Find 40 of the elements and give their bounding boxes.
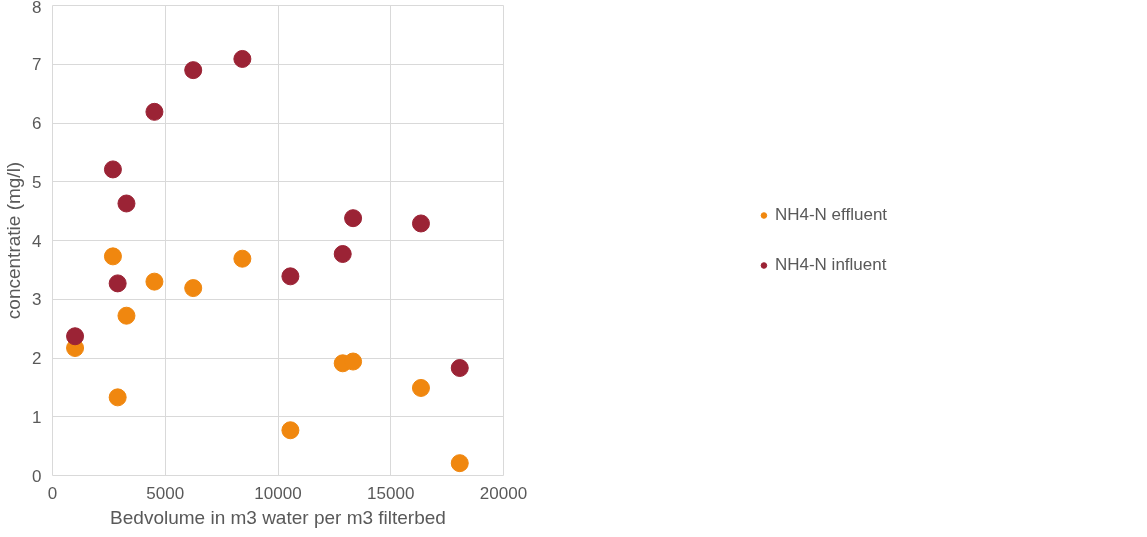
- legend-label: NH4-N influent: [774, 255, 887, 275]
- point: [145, 272, 164, 291]
- y-tick-label: 0: [32, 466, 42, 486]
- point: [411, 378, 430, 397]
- x-tick-label: 0: [47, 483, 58, 503]
- y-tick-label: 5: [32, 172, 42, 192]
- point: [145, 102, 164, 121]
- x-tick-label: 15000: [367, 483, 415, 503]
- y-tick-label: 2: [32, 349, 42, 368]
- point: [233, 249, 252, 268]
- point: [411, 214, 430, 233]
- point: [117, 194, 136, 213]
- y-tick-label: 6: [32, 114, 42, 133]
- x-tick-label: 20000: [479, 483, 528, 503]
- point: [233, 49, 252, 68]
- y-tick-label: 1: [32, 407, 42, 427]
- point: [450, 359, 469, 377]
- point: [103, 247, 122, 266]
- point: [103, 160, 122, 179]
- x-axis-title: Bedvolume in m3 water per m3 filterbed: [110, 506, 446, 528]
- x-tick-label: 10000: [254, 483, 302, 503]
- y-tick-label: 4: [32, 231, 42, 251]
- y-axis-title: concentratie (mg/l): [3, 161, 25, 320]
- point: [344, 352, 363, 371]
- point: [281, 421, 300, 440]
- y-tick-label: 7: [32, 55, 42, 75]
- x-tick-label: 5000: [146, 483, 185, 503]
- point: [344, 209, 363, 228]
- point: [184, 61, 203, 80]
- point: [184, 279, 203, 298]
- point: [66, 327, 85, 346]
- legend-label: NH4-N effluent: [774, 205, 888, 225]
- point: [281, 267, 300, 286]
- point: [450, 454, 469, 473]
- point: [108, 388, 127, 407]
- point: [333, 245, 352, 263]
- point: [108, 274, 127, 293]
- y-tick-label: 8: [32, 0, 42, 17]
- y-tick-label: 3: [32, 290, 42, 310]
- point: [117, 306, 136, 325]
